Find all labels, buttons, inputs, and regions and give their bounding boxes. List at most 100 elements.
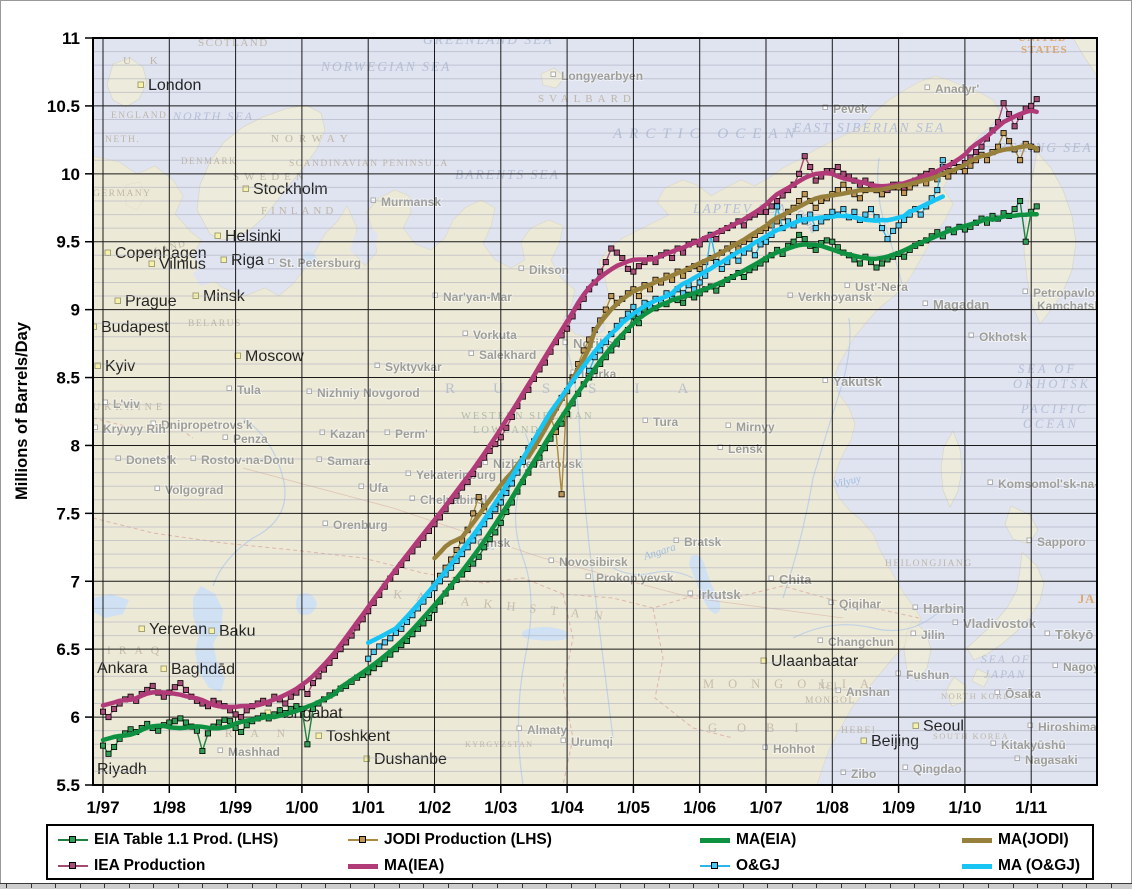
data-point-marker (851, 208, 858, 215)
ruler-tick (177, 884, 179, 888)
map-city-marker (990, 740, 996, 746)
data-point-marker (696, 279, 703, 286)
data-point-marker (879, 225, 886, 232)
map-city-marker (322, 520, 328, 526)
map-label: Changchun (828, 635, 894, 649)
map-city-marker (787, 292, 793, 298)
map-label: Urumqi (571, 735, 613, 749)
legend-marker-swatch (700, 860, 730, 873)
map-label: PACIFIC (1020, 402, 1088, 416)
data-point-marker (801, 235, 808, 242)
ruler-tick (30, 884, 32, 888)
data-point-marker (713, 235, 720, 242)
map-label: Dnipropetrovs'k (161, 418, 253, 432)
data-point-marker (105, 714, 112, 721)
map-city-marker (432, 292, 438, 298)
data-point-marker (238, 714, 245, 721)
data-point-marker (884, 235, 891, 242)
map-label: Hohhot (773, 742, 815, 756)
legend-item-label: IEA Production (94, 857, 206, 874)
ruler-tick (104, 884, 106, 888)
legend-item-label: MA(EIA) (736, 831, 797, 848)
data-point-marker (630, 303, 637, 310)
map-label: Anshan (846, 685, 890, 699)
map-city-marker (687, 590, 693, 596)
map-city-marker (87, 766, 93, 772)
data-point-marker (1022, 238, 1029, 245)
map-city-marker (518, 265, 524, 271)
map-label: Magadan (933, 297, 989, 312)
data-point-marker (238, 729, 245, 736)
map-label: WESTERN SIBERIAN (461, 411, 594, 422)
y-tick-label: 9.5 (56, 233, 80, 252)
data-point-marker (497, 434, 504, 441)
x-tick-label: 1/10 (948, 798, 981, 817)
data-point-marker (182, 719, 189, 726)
data-point-marker (680, 249, 687, 256)
data-point-marker (309, 680, 316, 687)
y-axis-title: Millions of Barrels/Day (13, 321, 31, 500)
y-tick-label: 11 (62, 29, 80, 48)
data-point-marker (895, 222, 902, 229)
map-label: Longyearbyen (561, 69, 643, 83)
map-city-marker (560, 737, 566, 743)
map-label: Kryvyy Rih (103, 422, 166, 436)
map-label: Tula (237, 383, 261, 397)
data-point-marker (630, 268, 637, 275)
map-city-marker (585, 573, 591, 579)
data-point-marker (624, 265, 631, 272)
data-point-marker (243, 707, 250, 714)
map-label: Zibo (851, 767, 876, 781)
map-city-marker (220, 256, 227, 263)
map-label: ARCTIC OCEAN (612, 126, 802, 142)
data-point-marker (812, 204, 819, 211)
map-label: Prague (125, 293, 177, 310)
ruler-tick (300, 884, 302, 888)
data-point-marker (973, 149, 980, 156)
map-city-marker (315, 732, 322, 739)
legend-item-ma-o-gj-: MA (O&GJ) (962, 857, 1080, 875)
data-point-marker (984, 157, 991, 164)
data-point-marker (381, 639, 388, 646)
map-city-marker (548, 557, 554, 563)
map-city-marker (138, 625, 145, 632)
data-point-marker (105, 750, 112, 757)
data-point-marker (917, 211, 924, 218)
y-tick-label: 6.5 (56, 640, 80, 659)
data-point-marker (713, 287, 720, 294)
data-point-marker (171, 718, 178, 725)
map-label: Novosibirsk (559, 555, 628, 569)
map-city-marker (150, 420, 156, 426)
map-label: BELARUS (188, 319, 242, 329)
map-label: Kitakyūshū (1001, 738, 1066, 752)
data-point-marker (608, 245, 615, 252)
map-city-marker (828, 599, 834, 605)
ruler-tick (865, 884, 867, 888)
data-point-marker (763, 208, 770, 215)
map-label: NEI (818, 682, 838, 692)
data-point-marker (127, 726, 134, 733)
series-layer (100, 96, 1040, 757)
map-city-marker (462, 330, 468, 336)
map-city-marker (860, 737, 867, 744)
map-label: Sapporo (1037, 535, 1086, 549)
map-label: NORTH KOREA (941, 691, 1018, 701)
legend-item-iea-production: IEA Production (58, 857, 205, 875)
map-label: Baghdād (171, 661, 235, 678)
data-point-marker (796, 231, 803, 238)
x-tick-label: 1/04 (551, 798, 585, 817)
map-city-marker (409, 495, 415, 501)
map-label: Toshkent (326, 728, 391, 745)
ruler-tick (521, 884, 523, 888)
data-point-marker (796, 170, 803, 177)
map-label: Kazan' (330, 427, 368, 441)
map-city-marker (968, 332, 974, 338)
data-point-marker (735, 257, 742, 264)
y-tick-label: 10.5 (47, 97, 80, 116)
map-label: STATES (1021, 44, 1068, 56)
data-point-marker (475, 553, 482, 560)
map-city-marker (922, 300, 928, 306)
x-tick-label: 1/11 (1015, 798, 1047, 817)
y-tick-label: 9 (71, 301, 80, 320)
ruler-tick (889, 884, 891, 888)
